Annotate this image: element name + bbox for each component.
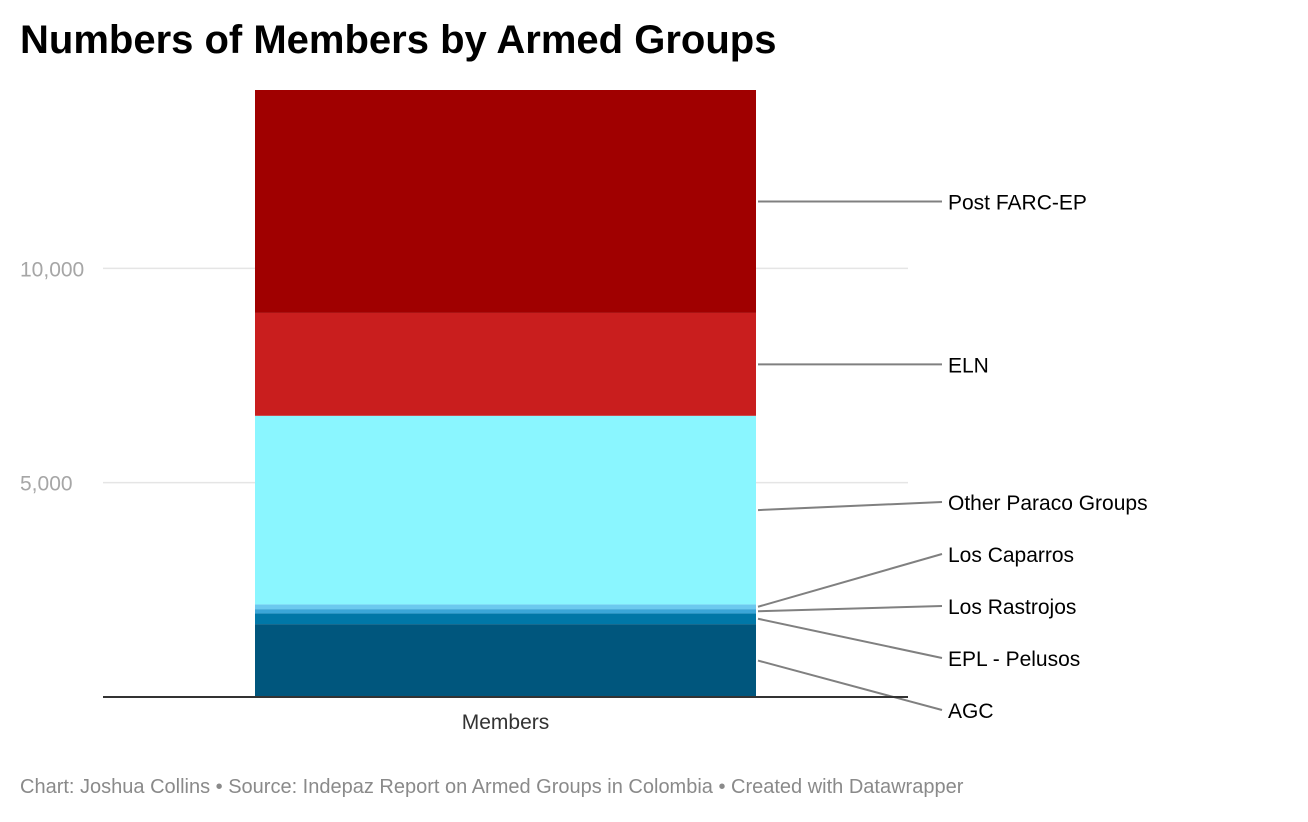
segment-labels: AGC EPL - Pelusos Los Rastrojos Los Caparro… (757, 191, 1148, 723)
bar-segment-post-farc-ep (255, 90, 756, 313)
x-category-label: Members (462, 711, 550, 734)
leader-line-los-caparros (757, 553, 943, 608)
y-tick-label: 5,000 (20, 473, 73, 496)
segment-label-los-caparros: Los Caparros (948, 544, 1074, 567)
segment-label-agc: AGC (948, 700, 994, 723)
chart-footer: Chart: Joshua Collins • Source: Indepaz … (20, 776, 964, 798)
segment-label-epl-pelusos: EPL - Pelusos (948, 648, 1080, 671)
segment-label-eln: ELN (948, 354, 989, 377)
bar-stack (255, 90, 756, 697)
segment-label-other-paraco-groups: Other Paraco Groups (948, 492, 1148, 515)
segment-label-los-rastrojos: Los Rastrojos (948, 596, 1076, 619)
bar-segment-los-caparros (255, 604, 756, 610)
bar-segment-los-rastrojos (255, 609, 756, 614)
x-axis: Members (103, 696, 908, 734)
y-tick-label: 10,000 (20, 258, 84, 281)
bar-segment-eln (255, 312, 756, 416)
chart-title: Numbers of Members by Armed Groups (20, 18, 777, 62)
bar-segment-other-paraco-groups (255, 415, 756, 605)
bar-segment-agc (255, 624, 756, 697)
leader-line-other-paraco-groups (757, 501, 943, 512)
leader-line-agc (757, 659, 943, 711)
leader-line-epl-pelusos (757, 617, 943, 659)
segment-label-post-farc-ep: Post FARC-EP (948, 191, 1087, 214)
bar-segment-epl-pelusos (255, 613, 756, 625)
leader-line-los-rastrojos (757, 605, 943, 613)
